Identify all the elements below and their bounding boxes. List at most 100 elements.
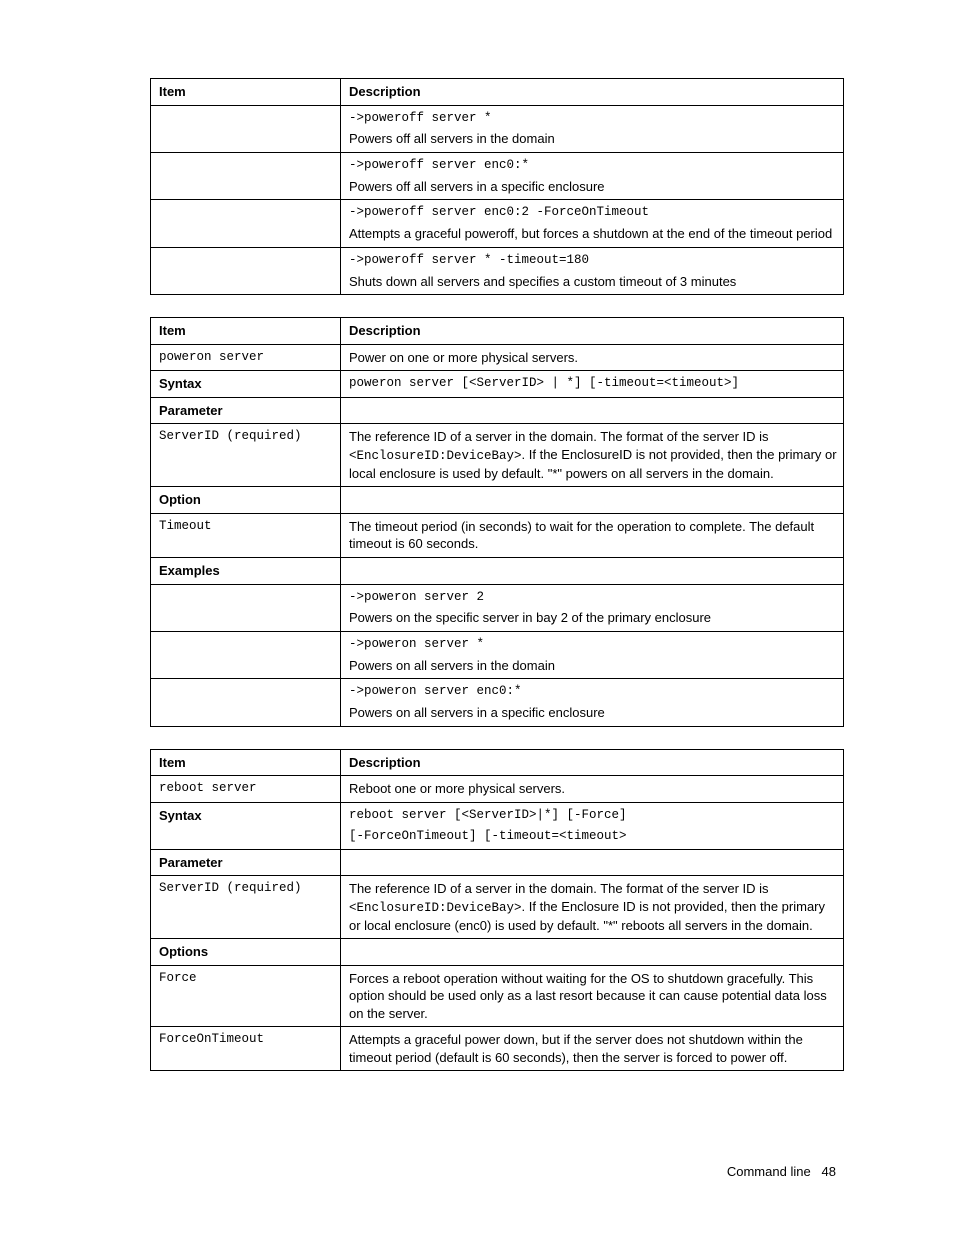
item-cell [151,200,341,247]
table-row: Parameter [151,849,844,876]
table-row: ->poweroff server enc0:2 -ForceOnTimeout… [151,200,844,247]
description-text: [-ForceOnTimeout] [-timeout=<timeout> [349,828,837,845]
description-cell: ->poweroff server enc0:2 -ForceOnTimeout… [341,200,844,247]
footer-page-number: 48 [822,1164,836,1179]
description-text: Powers on all servers in the domain [349,657,837,675]
column-header-item: Item [151,318,341,345]
description-cell: The reference ID of a server in the doma… [341,876,844,939]
description-text: Powers off all servers in the domain [349,130,837,148]
table-row: ->poweroff server * Powers off all server… [151,105,844,152]
footer-text: Command line [727,1164,811,1179]
inline-code: <EnclosureID:DeviceBay> [349,901,522,915]
item-cell: Examples [151,558,341,585]
table-row: Syntaxreboot server [<ServerID>|*] [-For… [151,802,844,849]
column-header-description: Description [341,79,844,106]
description-text: Attempts a graceful power down, but if t… [349,1031,837,1066]
table-row: Option [151,487,844,514]
item-cell: poweron server [151,344,341,371]
tables-region: ItemDescription->poweroff server *Powers… [150,78,844,1071]
description-cell: reboot server [<ServerID>|*] [-Force] [-F… [341,802,844,849]
description-text: ->poweron server 2 [349,589,837,606]
description-text: ->poweroff server enc0:2 -ForceOnTimeout [349,204,837,221]
doc-table: ItemDescription ->poweroff server * Powers… [150,78,844,295]
doc-table: ItemDescriptionreboot server Reboot one o… [150,749,844,1072]
item-cell: ServerID (required) [151,424,341,487]
description-text: ->poweroff server enc0:* [349,157,837,174]
description-text: Reboot one or more physical servers. [349,780,837,798]
item-cell [151,679,341,726]
item-cell: Force [151,965,341,1027]
table-row: ForceOnTimeoutAttempts a graceful power … [151,1027,844,1071]
table-header-row: ItemDescription [151,79,844,106]
item-cell [151,632,341,679]
description-cell [341,849,844,876]
item-cell [151,584,341,631]
description-text: Powers on the specific server in bay 2 o… [349,609,837,627]
table-row: reboot server Reboot one or more physical… [151,776,844,803]
table-row: Syntax poweron server [<ServerID> | *] [-… [151,371,844,398]
description-cell: ->poweroff server * -timeout=180 Shuts do… [341,247,844,294]
description-cell: ->poweroff server enc0:* Powers off all s… [341,152,844,199]
description-text: The reference ID of a server in the doma… [349,880,837,934]
description-cell: ->poweroff server * Powers off all server… [341,105,844,152]
table-row: Options [151,939,844,966]
item-cell [151,105,341,152]
description-text: Forces a reboot operation without waitin… [349,970,837,1023]
item-cell [151,247,341,294]
description-cell: poweron server [<ServerID> | *] [-timeou… [341,371,844,398]
description-text: ->poweron server * [349,636,837,653]
table-row: ->poweroff server * -timeout=180 Shuts do… [151,247,844,294]
description-cell: The reference ID of a server in the doma… [341,424,844,487]
doc-table: ItemDescriptionpoweron server Power on on… [150,317,844,727]
item-cell: Option [151,487,341,514]
description-text: The reference ID of a server in the doma… [349,428,837,482]
description-text: Shuts down all servers and specifies a c… [349,273,837,291]
item-cell: Syntax [151,371,341,398]
description-cell [341,397,844,424]
column-header-item: Item [151,79,341,106]
item-cell: ForceOnTimeout [151,1027,341,1071]
description-cell [341,558,844,585]
item-cell: reboot server [151,776,341,803]
description-cell: ->poweron server * Powers on all servers … [341,632,844,679]
table-header-row: ItemDescription [151,318,844,345]
table-row: ServerID (required)The reference ID of a… [151,424,844,487]
description-cell: Attempts a graceful power down, but if t… [341,1027,844,1071]
description-text: Power on one or more physical servers. [349,349,837,367]
item-cell: Syntax [151,802,341,849]
table-row: TimeoutThe timeout period (in seconds) t… [151,513,844,557]
page-footer: Command line 48 [727,1164,836,1179]
item-cell: Timeout [151,513,341,557]
table-header-row: ItemDescription [151,749,844,776]
item-cell [151,152,341,199]
description-cell: Forces a reboot operation without waitin… [341,965,844,1027]
description-text: ->poweroff server * [349,110,837,127]
description-text: Attempts a graceful poweroff, but forces… [349,225,837,243]
description-cell [341,939,844,966]
description-text: poweron server [<ServerID> | *] [-timeou… [349,375,837,392]
description-cell: ->poweron server enc0:*Powers on all ser… [341,679,844,726]
item-cell: Parameter [151,397,341,424]
description-cell: Power on one or more physical servers. [341,344,844,371]
table-row: ServerID (required)The reference ID of a… [151,876,844,939]
description-cell: The timeout period (in seconds) to wait … [341,513,844,557]
description-cell: ->poweron server 2 Powers on the specific… [341,584,844,631]
column-header-description: Description [341,318,844,345]
description-text: Powers off all servers in a specific enc… [349,178,837,196]
column-header-item: Item [151,749,341,776]
page-container: ItemDescription->poweroff server *Powers… [0,0,954,1235]
table-row: Examples [151,558,844,585]
table-row: ->poweron server enc0:*Powers on all ser… [151,679,844,726]
table-row: ->poweroff server enc0:* Powers off all s… [151,152,844,199]
description-cell: Reboot one or more physical servers. [341,776,844,803]
item-cell: Options [151,939,341,966]
table-row: ForceForces a reboot operation without w… [151,965,844,1027]
table-row: ->poweron server 2 Powers on the specific… [151,584,844,631]
item-cell: Parameter [151,849,341,876]
description-text: reboot server [<ServerID>|*] [-Force] [349,807,837,824]
inline-code: <EnclosureID:DeviceBay> [349,449,522,463]
table-row: Parameter [151,397,844,424]
description-cell [341,487,844,514]
description-text: ->poweroff server * -timeout=180 [349,252,837,269]
description-text: Powers on all servers in a specific encl… [349,704,837,722]
